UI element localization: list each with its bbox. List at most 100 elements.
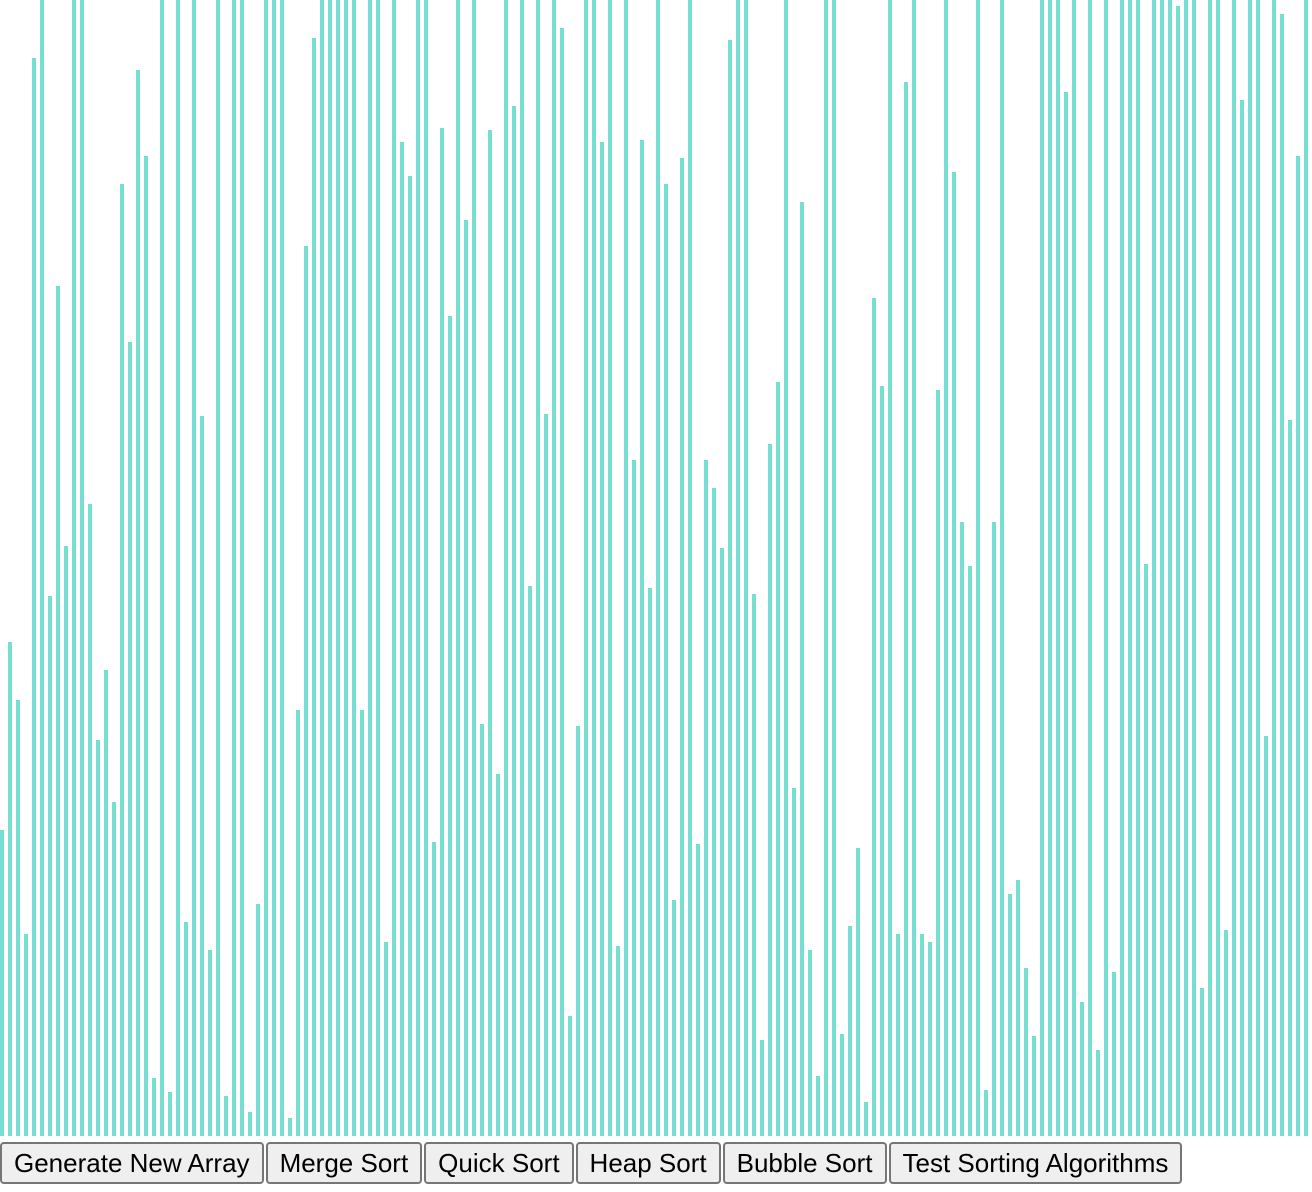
array-bar [1104,0,1108,1136]
array-bar [792,788,796,1136]
array-bar [216,0,220,1136]
array-bar [48,596,52,1136]
array-bar [1192,0,1196,1136]
array-bar [1016,880,1020,1136]
array-bar [136,70,140,1136]
array-bar [528,586,532,1136]
array-bar [736,0,740,1136]
array-bar [1288,420,1292,1136]
array-bar [408,176,412,1136]
array-bar [1160,0,1164,1136]
array-bar [784,0,788,1136]
array-bar [968,566,972,1136]
array-bar [928,942,932,1136]
array-bar [80,0,84,1136]
array-bar [448,316,452,1136]
array-bar [1152,0,1156,1136]
array-bar [592,0,596,1136]
array-bar [656,0,660,1136]
array-bar [488,130,492,1136]
array-bar [272,0,276,1136]
array-bar [264,0,268,1136]
array-bar [1144,564,1148,1136]
array-bar [144,156,148,1136]
array-bar [208,950,212,1136]
array-bar [1200,988,1204,1136]
array-bar [1296,156,1300,1136]
array-bar [280,0,284,1136]
array-bar [1040,0,1044,1136]
array-bar [872,298,876,1136]
array-bar [936,390,940,1136]
array-bar [760,1040,764,1136]
array-bar [1208,0,1212,1136]
array-bar [72,0,76,1136]
merge-sort-button[interactable]: Merge Sort [265,1142,423,1184]
array-bar [1248,0,1252,1136]
array-bar [56,286,60,1136]
array-bar [296,710,300,1136]
array-bar [1232,0,1236,1136]
array-bar [320,0,324,1136]
array-bar [904,82,908,1136]
array-bar [232,0,236,1136]
array-bar [1024,968,1028,1136]
array-bar [200,416,204,1136]
array-bar [152,1078,156,1136]
array-bar [416,0,420,1136]
array-bar [864,1102,868,1136]
array-bar [824,0,828,1136]
array-bar [648,588,652,1136]
array-bar [720,548,724,1136]
array-bar [752,594,756,1136]
array-bar [464,220,468,1136]
array-bar [1256,0,1260,1136]
generate-new-array-button[interactable]: Generate New Array [0,1142,264,1184]
array-bar [504,0,508,1136]
array-bar [712,488,716,1136]
array-bar [8,642,12,1136]
test-sorting-algorithms-button[interactable]: Test Sorting Algorithms [888,1142,1183,1184]
heap-sort-button[interactable]: Heap Sort [575,1142,721,1184]
array-bar [880,386,884,1136]
array-bar [184,922,188,1136]
array-bar [840,1034,844,1136]
array-bar [1176,6,1180,1136]
quick-sort-button[interactable]: Quick Sort [424,1142,574,1184]
array-bar [0,830,4,1136]
array-bar [392,0,396,1136]
array-bar [304,246,308,1136]
array-bar [352,0,356,1136]
array-bar [672,900,676,1136]
array-bar [520,0,524,1136]
array-bar [96,740,100,1136]
array-bar [248,1112,252,1136]
array-bar [728,40,732,1136]
array-bar [600,142,604,1136]
array-bar [664,184,668,1136]
array-bar [1032,1036,1036,1136]
array-bar [552,0,556,1136]
array-bar [360,710,364,1136]
array-bar [816,1076,820,1136]
array-bar [1112,972,1116,1136]
array-bar [1128,0,1132,1136]
array-bar [912,0,916,1136]
array-bar [472,0,476,1136]
array-bar [312,38,316,1136]
array-bar [1048,0,1052,1136]
array-bar [256,904,260,1136]
array-bar [992,522,996,1136]
array-bar [400,142,404,1136]
array-bar [424,0,428,1136]
array-bar [1088,0,1092,1136]
array-bar [960,522,964,1136]
array-bar [288,1118,292,1136]
array-bar [1000,0,1004,1136]
bubble-sort-button[interactable]: Bubble Sort [722,1142,887,1184]
array-bar [776,382,780,1136]
array-bar [536,0,540,1136]
array-bar [1216,0,1220,1136]
array-bar [344,0,348,1136]
array-bar [584,0,588,1136]
